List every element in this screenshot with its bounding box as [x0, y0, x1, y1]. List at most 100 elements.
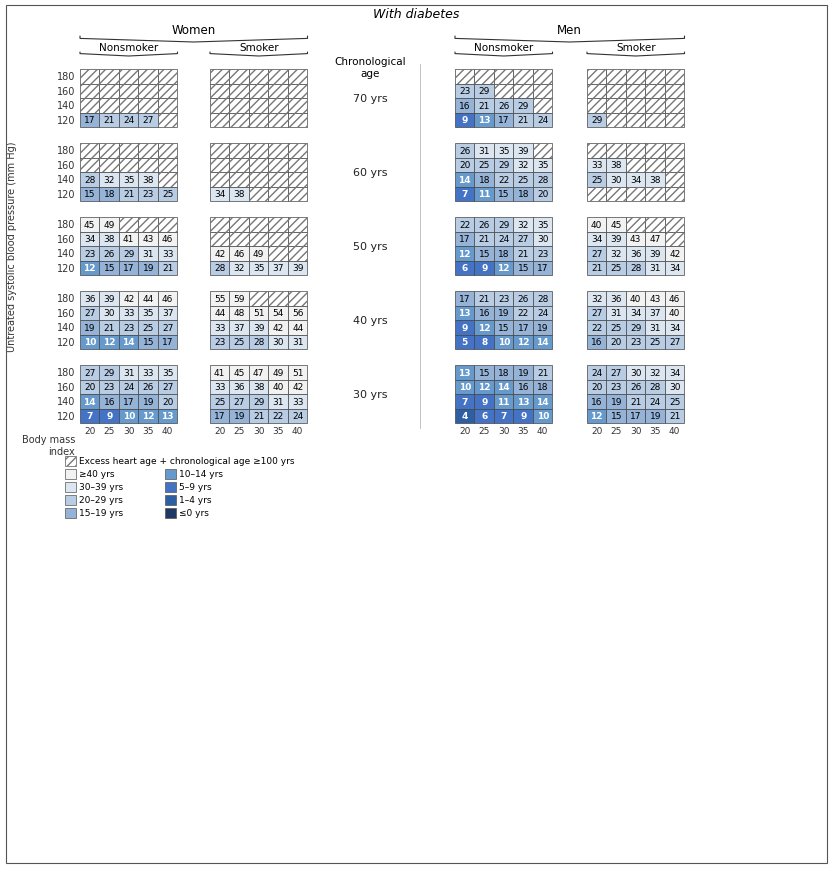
Bar [533, 247, 552, 262]
Bar [249, 144, 268, 158]
Text: 160: 160 [57, 161, 75, 170]
Bar [99, 321, 119, 335]
Text: ≥40 yrs: ≥40 yrs [79, 470, 114, 479]
Bar [606, 409, 626, 423]
Bar [665, 144, 685, 158]
Bar [80, 70, 99, 84]
Bar [475, 188, 494, 202]
Bar [475, 306, 494, 321]
Text: 16: 16 [591, 397, 602, 407]
Bar [606, 158, 626, 173]
Bar [158, 173, 177, 188]
Bar [587, 321, 606, 335]
Bar [494, 321, 513, 335]
Bar [533, 84, 552, 99]
Bar [533, 218, 552, 232]
Bar [268, 409, 288, 423]
Bar [138, 188, 158, 202]
Bar [533, 335, 552, 349]
Bar [119, 366, 138, 380]
Bar [138, 158, 158, 173]
Bar [158, 144, 177, 158]
Bar [99, 144, 119, 158]
Bar [119, 306, 138, 321]
Bar [665, 84, 685, 99]
Bar [268, 99, 288, 113]
Bar [210, 380, 230, 395]
Bar [210, 158, 230, 173]
Text: 34: 34 [591, 235, 602, 244]
Bar [455, 380, 475, 395]
Bar [587, 99, 606, 113]
Bar [158, 218, 177, 232]
Text: 29: 29 [630, 323, 641, 332]
Text: 44: 44 [142, 295, 154, 303]
Bar [494, 292, 513, 306]
Text: 32: 32 [650, 368, 661, 377]
Bar [210, 218, 230, 232]
Text: 34: 34 [214, 190, 226, 199]
Bar [494, 380, 513, 395]
Bar [99, 395, 119, 409]
Bar [230, 173, 249, 188]
Bar [494, 409, 513, 423]
Bar [665, 188, 685, 202]
Text: 30: 30 [272, 338, 284, 347]
Bar [587, 262, 606, 275]
Text: 180: 180 [57, 146, 75, 156]
Bar [80, 70, 99, 84]
Bar [138, 366, 158, 380]
Bar [533, 366, 552, 380]
Bar [288, 173, 307, 188]
Bar [533, 173, 552, 188]
Bar [288, 395, 307, 409]
Text: 30: 30 [123, 427, 134, 435]
Bar [533, 70, 552, 84]
Bar [626, 158, 646, 173]
Bar [158, 409, 177, 423]
Bar [455, 262, 475, 275]
Text: 40 yrs: 40 yrs [352, 315, 387, 326]
Text: 120: 120 [57, 337, 75, 348]
Text: 26: 26 [630, 383, 641, 392]
Bar [646, 113, 665, 128]
Text: Smoker: Smoker [616, 43, 656, 53]
Bar [158, 84, 177, 99]
Bar [268, 173, 288, 188]
Bar [606, 292, 626, 306]
Bar [626, 292, 646, 306]
Text: 32: 32 [611, 249, 622, 258]
Bar [288, 232, 307, 247]
Text: 31: 31 [123, 368, 134, 377]
Bar [268, 380, 288, 395]
Bar [158, 247, 177, 262]
Text: 140: 140 [57, 101, 75, 111]
Text: 35: 35 [253, 264, 265, 273]
Bar [80, 113, 99, 128]
Bar [288, 380, 307, 395]
Bar [138, 380, 158, 395]
Bar [494, 218, 513, 232]
Text: 28: 28 [537, 295, 548, 303]
Bar [626, 306, 646, 321]
Bar [249, 232, 268, 247]
Text: 23: 23 [459, 87, 471, 96]
Bar [646, 232, 665, 247]
Text: 7: 7 [461, 397, 468, 407]
Bar [513, 335, 533, 349]
Text: 17: 17 [517, 323, 529, 332]
Text: 32: 32 [591, 295, 602, 303]
Bar [249, 144, 268, 158]
Bar [533, 395, 552, 409]
Bar [587, 84, 606, 99]
Bar [475, 232, 494, 247]
Bar [606, 173, 626, 188]
Bar [606, 188, 626, 202]
Text: Men: Men [557, 23, 582, 36]
Bar [513, 218, 533, 232]
Bar [626, 84, 646, 99]
Bar [158, 158, 177, 173]
Bar [268, 218, 288, 232]
Text: 17: 17 [459, 235, 471, 244]
Bar [455, 99, 475, 113]
